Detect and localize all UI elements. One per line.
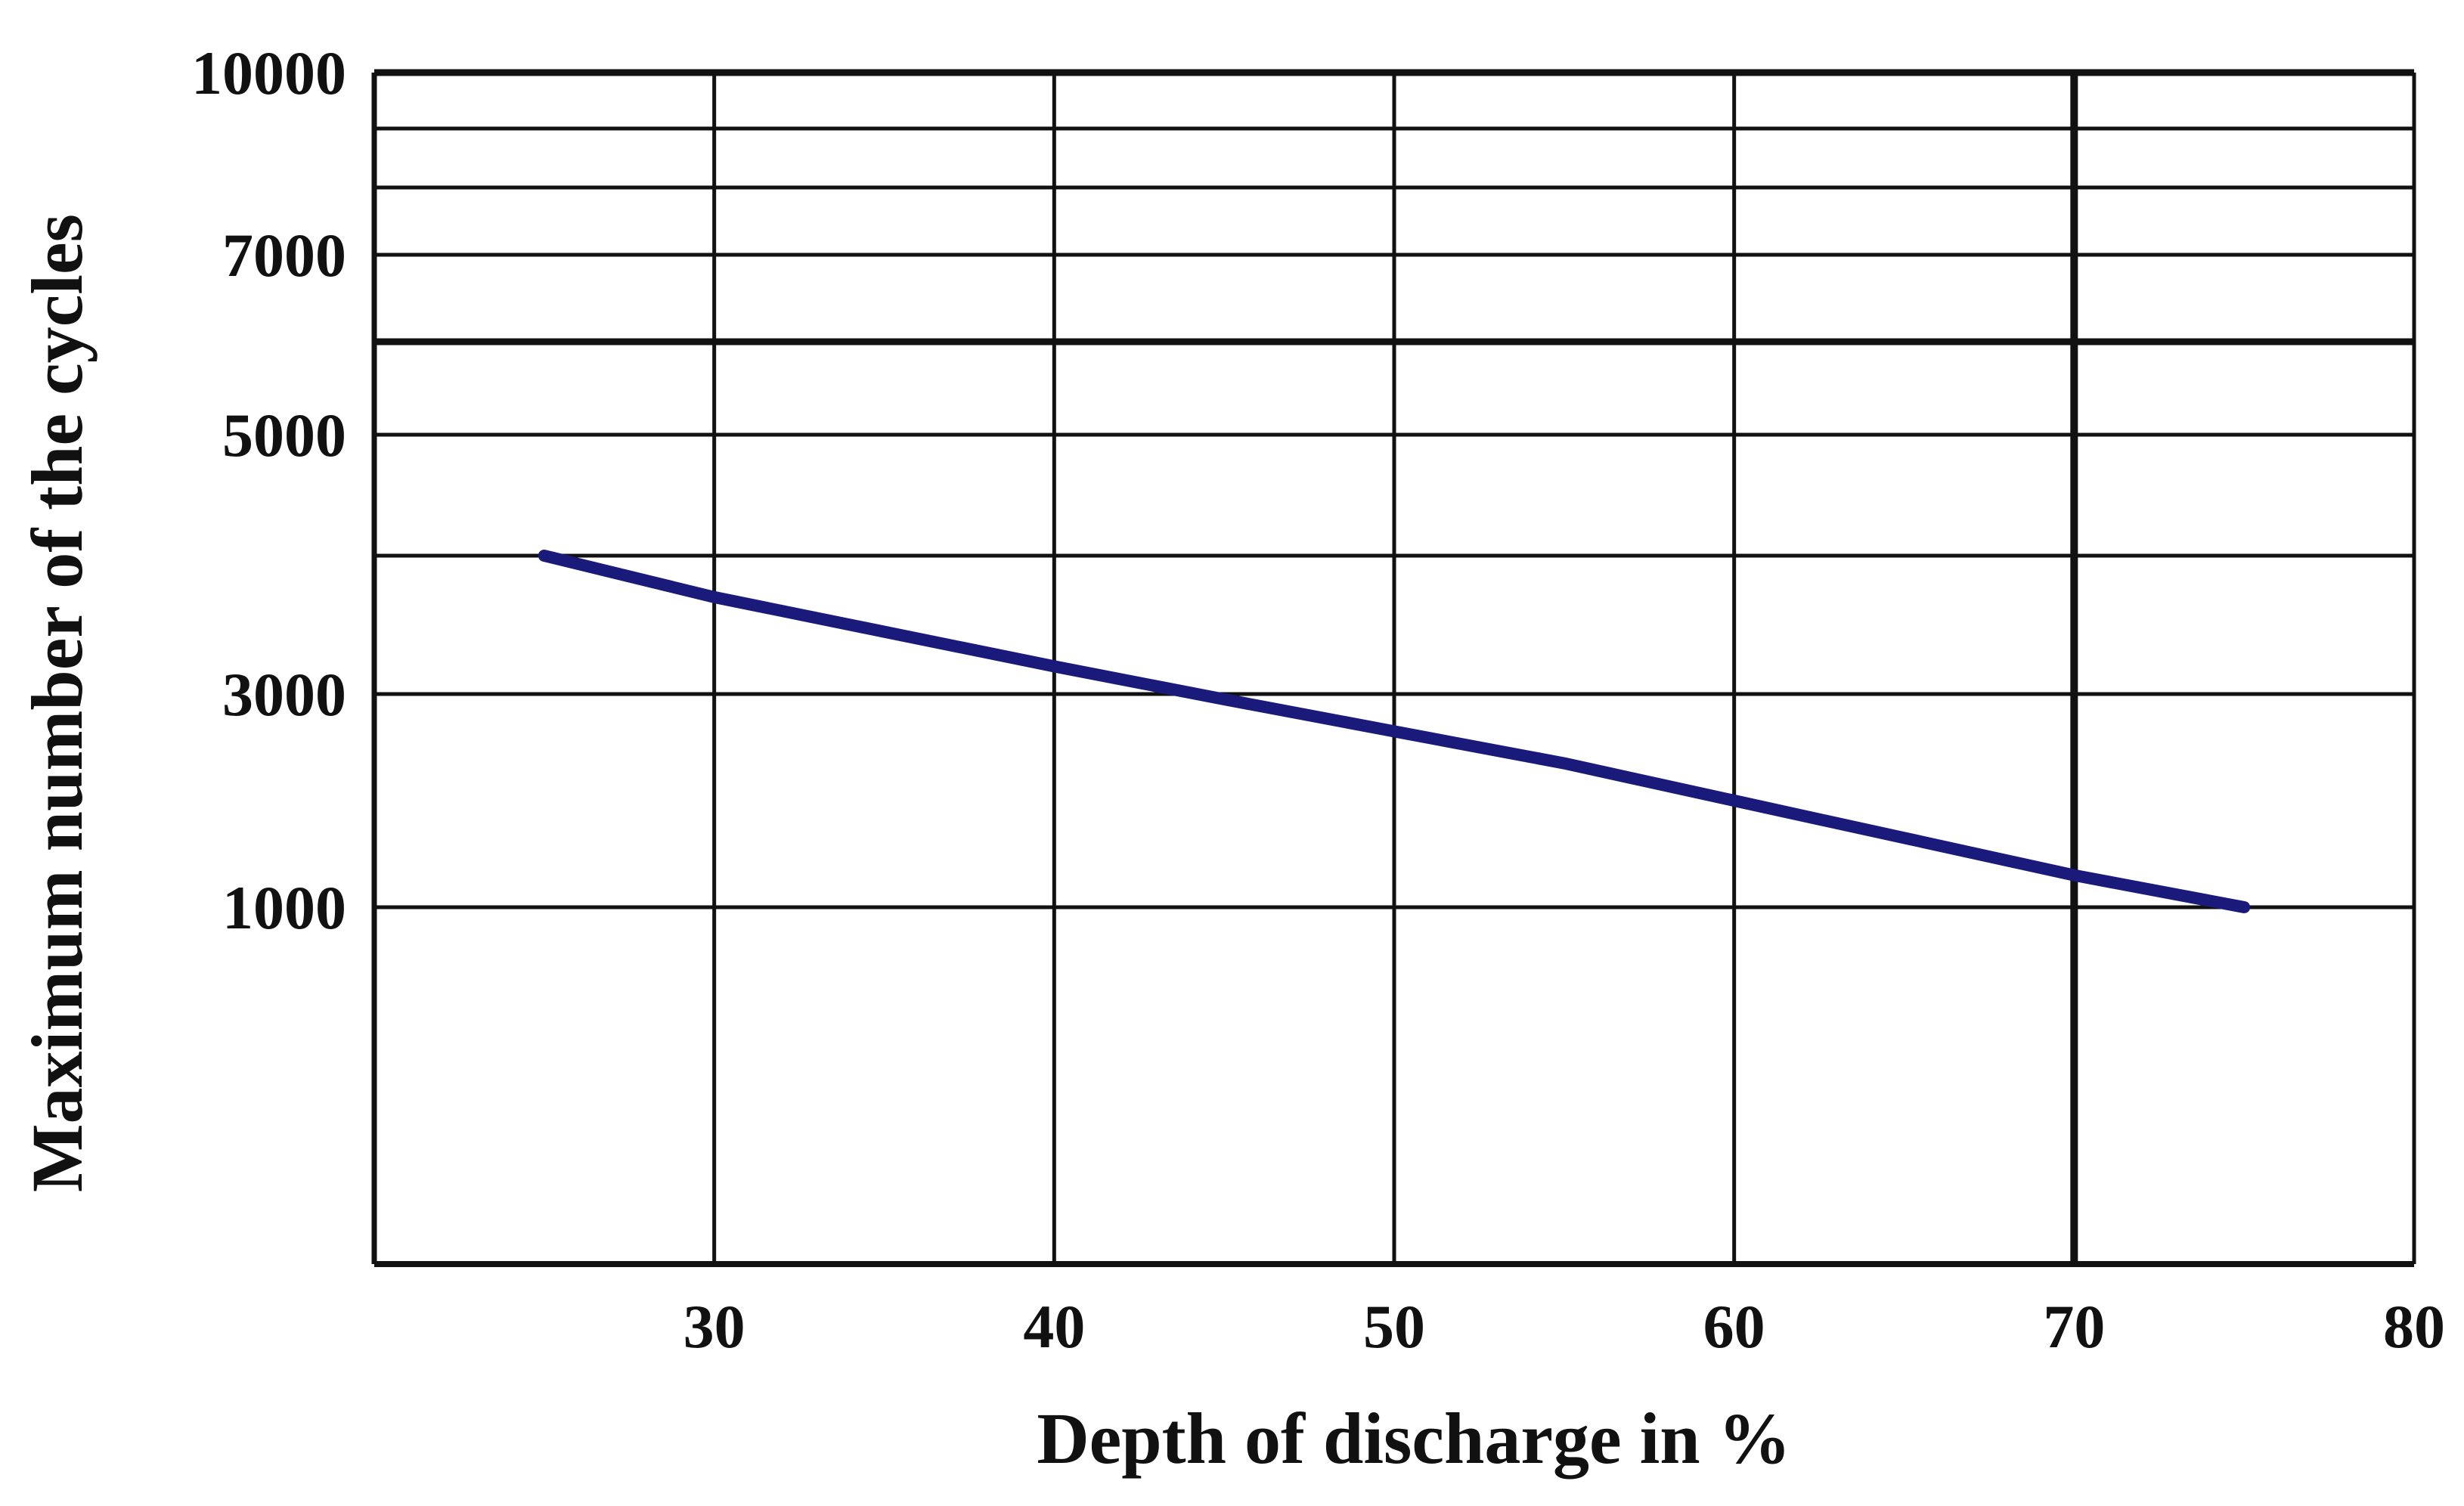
y-tick-label: 3000 bbox=[222, 660, 346, 729]
x-axis-label: Depth of discharge in % bbox=[1037, 1398, 1790, 1479]
y-tick-label: 5000 bbox=[222, 401, 346, 469]
x-tick-labels: 30 40 50 60 70 80 bbox=[683, 1292, 2445, 1361]
series-line bbox=[538, 550, 2251, 913]
y-tick-labels: 10000 7000 5000 3000 1000 bbox=[191, 39, 346, 942]
x-tick-label: 80 bbox=[2383, 1292, 2445, 1361]
y-tick-label: 10000 bbox=[191, 39, 346, 107]
x-tick-label: 40 bbox=[1023, 1292, 1085, 1361]
x-tick-label: 60 bbox=[1703, 1292, 1765, 1361]
x-tick-label: 70 bbox=[2043, 1292, 2105, 1361]
x-tick-label: 30 bbox=[683, 1292, 745, 1361]
plot-frame bbox=[371, 69, 2416, 1267]
series-group bbox=[538, 550, 2251, 913]
y-tick-label: 1000 bbox=[222, 873, 346, 942]
y-tick-label: 7000 bbox=[222, 221, 346, 290]
grid bbox=[374, 69, 2416, 1266]
y-axis-label: Maximum number of the cycles bbox=[17, 214, 98, 1192]
x-tick-label: 50 bbox=[1363, 1292, 1425, 1361]
